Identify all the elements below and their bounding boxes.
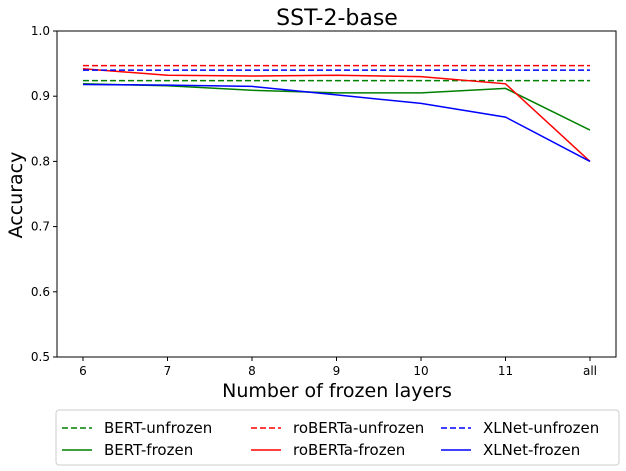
y-tick-label: 0.7 xyxy=(31,220,50,234)
legend-box xyxy=(55,409,620,466)
x-tick-label: 7 xyxy=(164,364,172,378)
x-axis-label: Number of frozen layers xyxy=(222,380,452,402)
legend-label-xlnet-frozen: XLNet-frozen xyxy=(483,441,580,459)
legend-label-roberta-frozen: roBERTa-frozen xyxy=(293,441,405,459)
x-tick-label: 11 xyxy=(498,364,513,378)
x-tick-label: 6 xyxy=(79,364,87,378)
series-line-xlnet-frozen xyxy=(82,83,591,163)
y-tick-label: 0.9 xyxy=(31,89,50,103)
legend-label-roberta-unfrozen: roBERTa-unfrozen xyxy=(293,419,424,437)
legend-label-bert-frozen: BERT-frozen xyxy=(104,441,193,459)
x-tick-label: 8 xyxy=(248,364,256,378)
y-tick-label: 0.5 xyxy=(31,350,50,364)
y-tick-label: 0.8 xyxy=(31,154,50,168)
y-axis-label: Accuracy xyxy=(5,152,27,239)
y-tick-label: 1.0 xyxy=(31,24,50,38)
x-tick-label: 9 xyxy=(333,364,341,378)
y-tick-label: 0.6 xyxy=(31,285,50,299)
legend-label-bert-unfrozen: BERT-unfrozen xyxy=(104,419,212,437)
x-tick-label: all xyxy=(583,364,597,378)
y-axis: 0.5 0.6 0.7 0.8 0.9 1.0 xyxy=(31,24,57,364)
series-line-roberta-frozen xyxy=(82,68,591,162)
legend: BERT-unfrozen BERT-frozen roBERTa-unfrozen… xyxy=(55,409,620,466)
x-axis: 6 7 8 9 10 11 all xyxy=(79,357,597,378)
plot-area xyxy=(56,30,617,358)
legend-label-xlnet-unfrozen: XLNet-unfrozen xyxy=(483,419,599,437)
x-tick-label: 10 xyxy=(413,364,428,378)
chart-title: SST-2-base xyxy=(276,6,398,31)
